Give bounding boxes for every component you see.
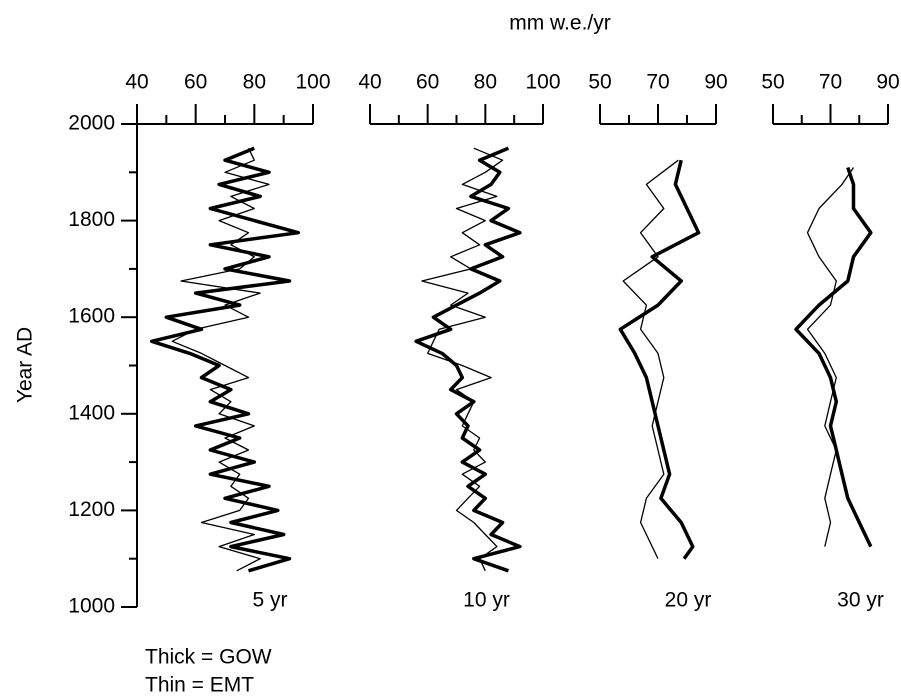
- y-tick-label: 1200: [68, 498, 115, 521]
- x-tick-label: 100: [525, 71, 560, 94]
- x-tick-label: 40: [125, 71, 148, 94]
- x-tick-label: 90: [704, 71, 727, 94]
- panel-label: 5 yr: [252, 589, 287, 612]
- series-line: [794, 166, 873, 548]
- y-axis-label: Year AD: [14, 327, 37, 403]
- y-tick-label: 2000: [68, 112, 115, 135]
- panel-label: 10 yr: [463, 589, 510, 612]
- x-tick-label: 40: [358, 71, 381, 94]
- x-tick-label: 50: [761, 71, 784, 94]
- y-tick-label: 1000: [68, 595, 115, 618]
- panel-label: 20 yr: [665, 589, 712, 612]
- series-line: [618, 159, 701, 560]
- series-line: [414, 146, 522, 573]
- series-line: [421, 147, 504, 572]
- x-tick-label: 100: [295, 71, 330, 94]
- panel-label: 30 yr: [837, 589, 884, 612]
- x-tick-label: 60: [184, 71, 207, 94]
- y-tick-label: 1600: [68, 305, 115, 328]
- series-line: [806, 167, 855, 547]
- x-tick-label: 60: [416, 71, 439, 94]
- note: Thin = EMT: [145, 674, 254, 697]
- x-tick-label: 80: [243, 71, 266, 94]
- x-tick-label: 70: [646, 71, 669, 94]
- x-tick-label: 50: [588, 71, 611, 94]
- series-line: [622, 159, 679, 559]
- x-tick-label: 80: [474, 71, 497, 94]
- chart-title: mm w.e./yr: [509, 12, 611, 35]
- y-tick-label: 1800: [68, 208, 115, 231]
- x-tick-label: 90: [876, 71, 899, 94]
- y-tick-label: 1400: [68, 401, 115, 424]
- series-line: [149, 146, 301, 573]
- x-tick-label: 70: [819, 71, 842, 94]
- note: Thick = GOW: [145, 646, 272, 669]
- series-line: [171, 147, 270, 572]
